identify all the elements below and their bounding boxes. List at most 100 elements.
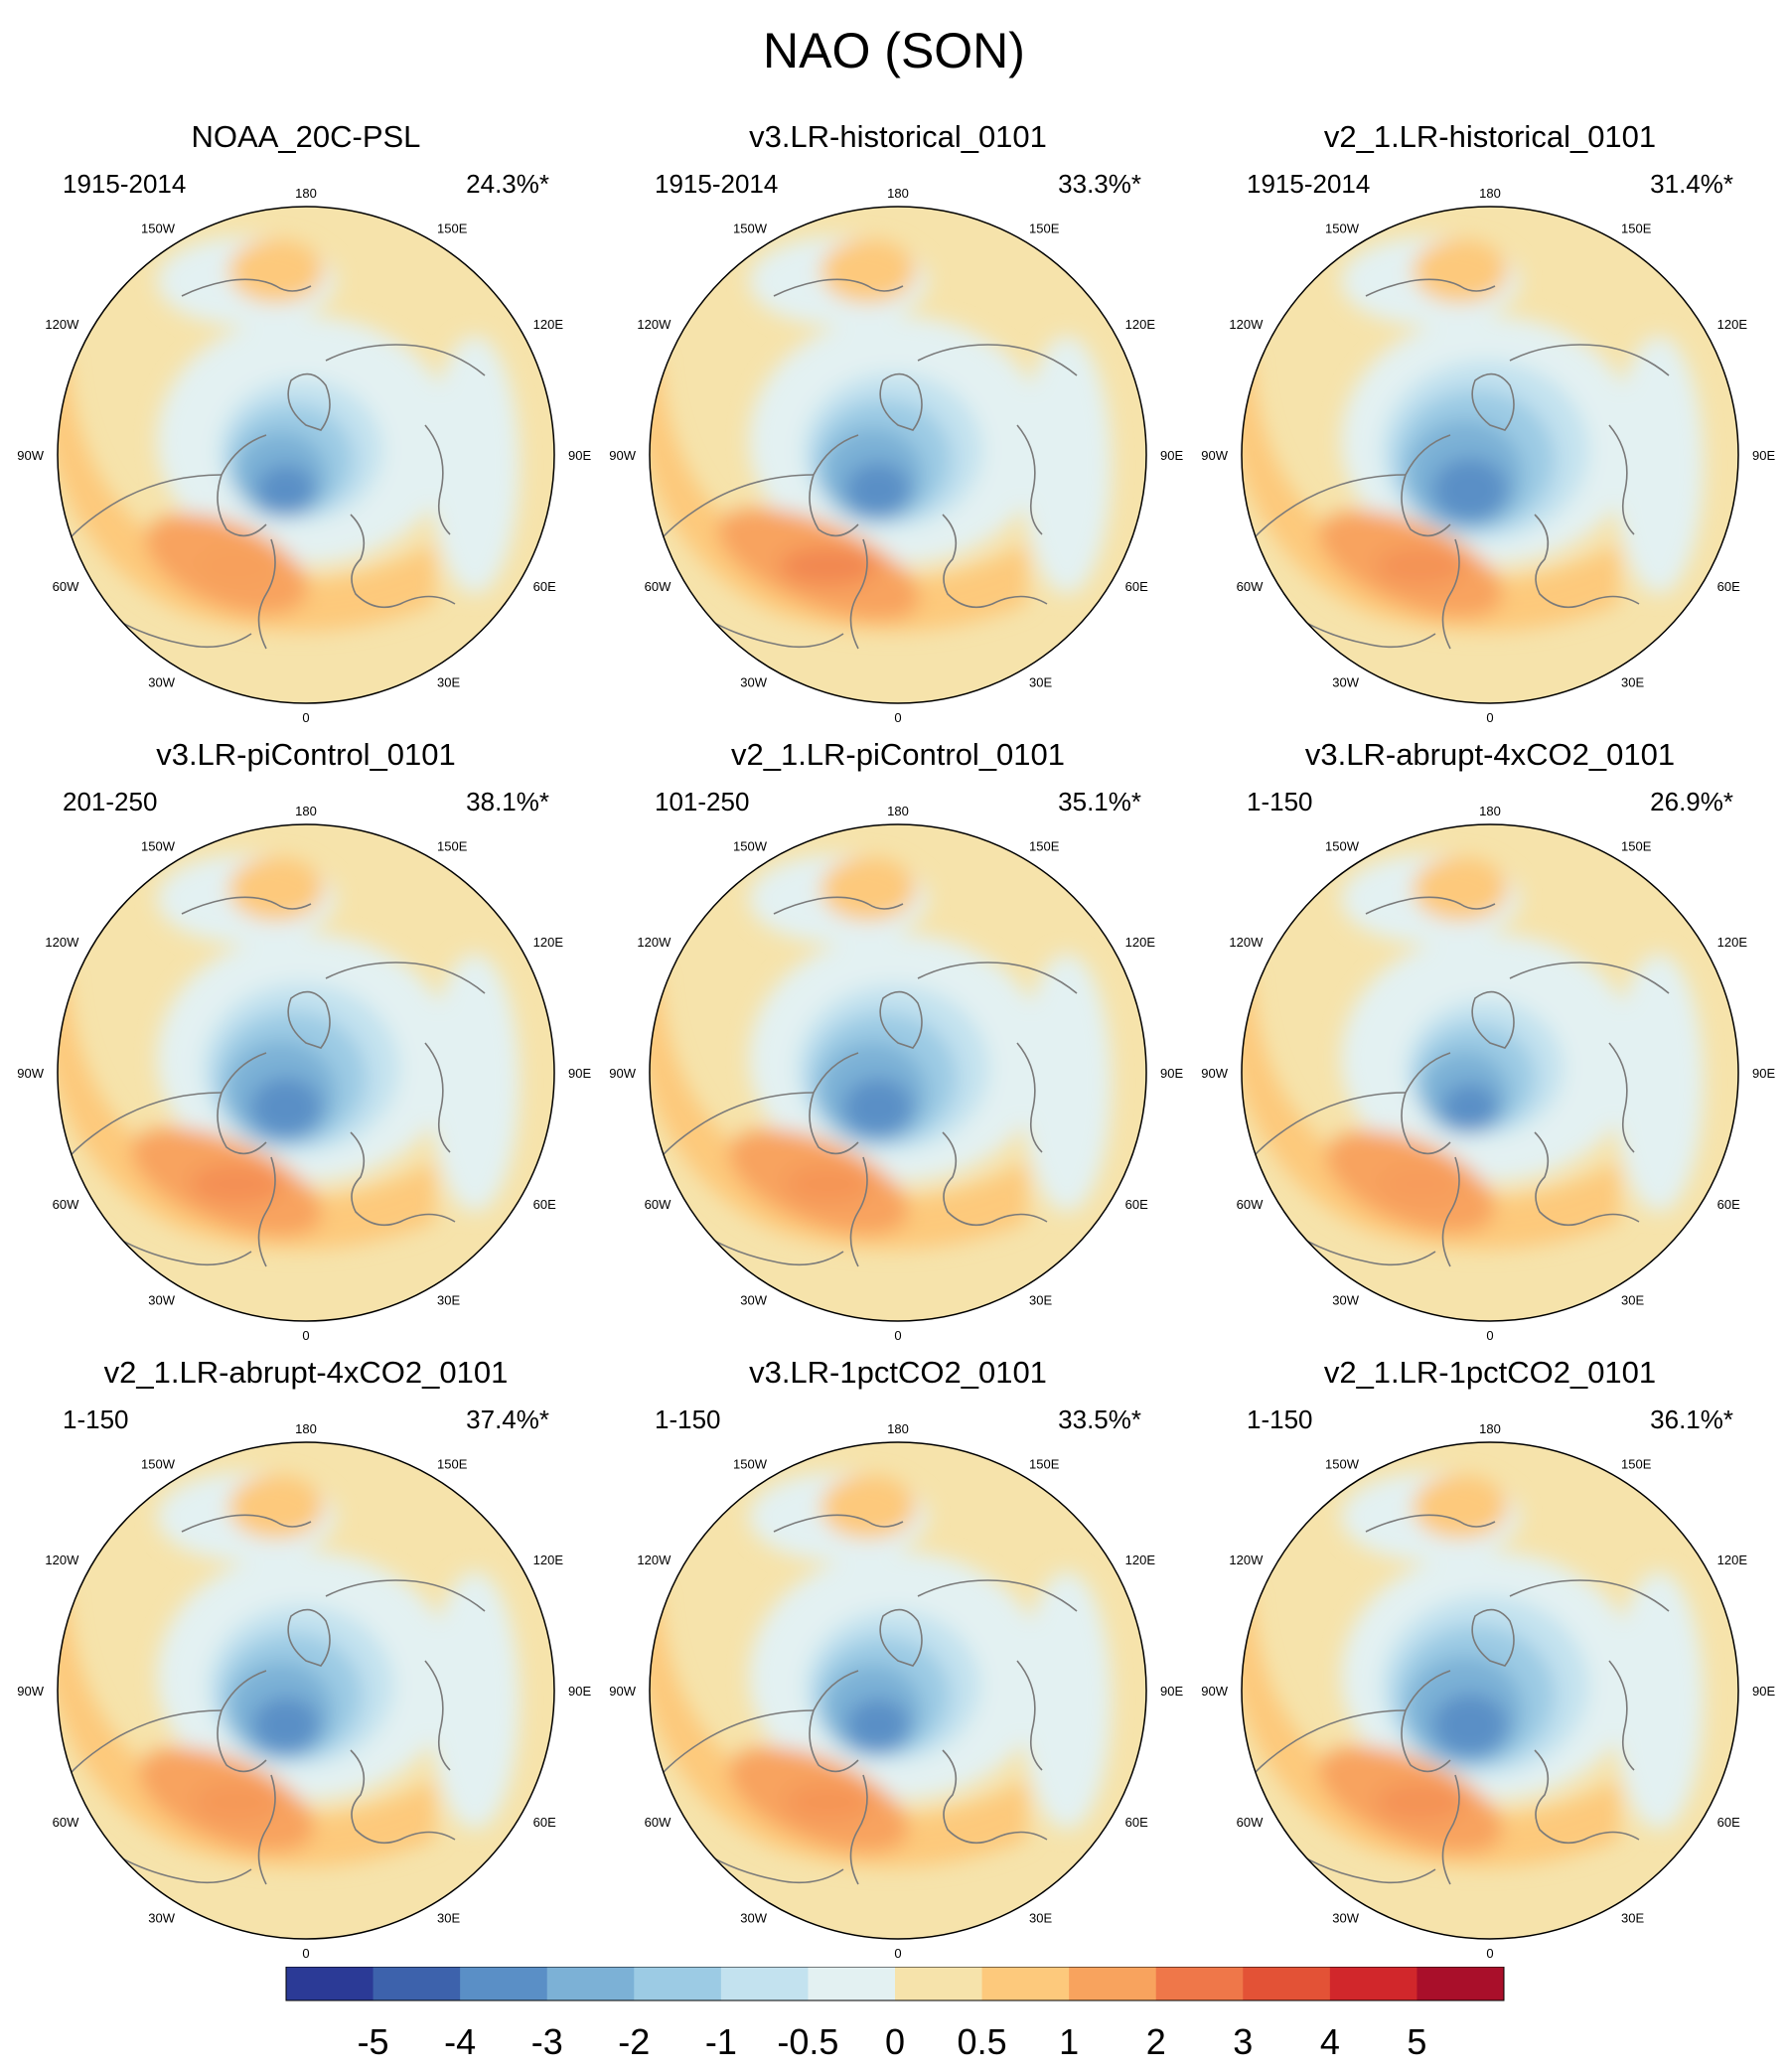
polar-map: 180 150E 120E 90E 60E 30E 0 30W 60W 90W 120W 150W (1201, 805, 1775, 1343)
high-anomaly-pacific (820, 857, 916, 921)
coastline (424, 1660, 451, 1771)
polar-map: 180 150E 120E 90E 60E 30E 0 30W 60W 90W 120W 150W (1201, 187, 1775, 725)
map-boundary (1241, 823, 1739, 1322)
longitude-label: 60W (1237, 579, 1264, 594)
longitude-label: 30E (437, 1911, 460, 1926)
coastline (773, 896, 904, 915)
high-anomaly-pacific (1413, 1475, 1508, 1539)
longitude-label: 90W (17, 448, 44, 463)
coastline (350, 1749, 456, 1845)
longitude-label: 0 (1486, 1946, 1493, 1961)
longitude-label: 150W (733, 838, 768, 853)
longitude-label: 120E (1717, 317, 1748, 332)
panel-variance: 38.1%* (466, 787, 549, 816)
colorbar-swatch (1416, 1967, 1505, 2000)
low-anomaly-asia (1022, 336, 1112, 594)
coastline (1471, 990, 1515, 1049)
longitude-label: 90E (1160, 1684, 1183, 1699)
longitude-label: 30W (740, 1293, 767, 1308)
high-anomaly-pacific (228, 857, 324, 921)
longitude-label: 90E (568, 1066, 591, 1081)
longitude-label: 150E (1621, 221, 1652, 235)
polar-map: 180 150E 120E 90E 60E 30E 0 30W 60W 90W 120W 150W (17, 805, 591, 1343)
colorbar-tick-label: 5 (1407, 2021, 1426, 2062)
coastline (350, 514, 456, 609)
colorbar-swatch (1069, 1967, 1157, 2000)
longitude-label: 60W (645, 1197, 671, 1212)
longitude-label: 0 (1486, 710, 1493, 725)
longitude-label: 120E (1125, 317, 1156, 332)
coastline (181, 896, 312, 915)
coastline (1471, 372, 1515, 431)
longitude-label: 0 (1486, 1328, 1493, 1343)
longitude-label: 120W (1229, 935, 1264, 950)
low-anomaly-asia (1614, 954, 1704, 1212)
high-anomaly-outer (58, 973, 435, 1250)
coastline (1401, 1670, 1451, 1773)
longitude-label: 90W (1201, 448, 1228, 463)
longitude-label: 60W (53, 579, 79, 594)
coastline (181, 1514, 312, 1533)
panel-title: v2_1.LR-piControl_0101 (730, 737, 1066, 772)
coastline (1016, 424, 1043, 535)
low-anomaly-asia (1614, 1571, 1704, 1830)
longitude-label: 60E (533, 1197, 556, 1212)
high-anomaly-pacific (228, 239, 324, 303)
longitude-label: 180 (1479, 805, 1501, 818)
longitude-label: 0 (894, 1328, 901, 1343)
colorbar-tick-label: -3 (531, 2021, 563, 2062)
panel-variance: 31.4%* (1650, 169, 1733, 199)
pressure-field (650, 824, 1146, 1321)
longitude-label: 30E (437, 675, 460, 690)
low-anomaly-core (250, 1077, 322, 1138)
longitude-label: 120E (533, 935, 564, 950)
longitude-label: 150E (437, 221, 468, 235)
coastline (1016, 1042, 1043, 1153)
longitude-label: 180 (887, 1422, 909, 1436)
high-anomaly-pacific (820, 1475, 916, 1539)
longitude-label: 60E (1125, 1197, 1148, 1212)
longitude-label: 90E (568, 1684, 591, 1699)
high-anomaly-pacific (228, 1475, 324, 1539)
coastline (1401, 1052, 1451, 1155)
colorbar-swatch (372, 1967, 461, 2000)
map-panel: v2_1.LR-1pctCO2_0101 1-150 36.1%* 180 150E 12… (1192, 1353, 1788, 1969)
longitude-label: 60W (645, 579, 671, 594)
low-anomaly-core (845, 462, 911, 518)
panel-title: NOAA_20C-PSL (191, 119, 421, 154)
coastline (942, 1131, 1048, 1227)
low-anomaly-asia (430, 954, 520, 1212)
coastline (1534, 1131, 1640, 1227)
coastline (1401, 434, 1451, 537)
low-anomaly-core (1441, 1083, 1499, 1132)
polar-map: 180 150E 120E 90E 60E 30E 0 30W 60W 90W 120W 150W (1201, 1422, 1775, 1961)
coastline (1509, 962, 1670, 994)
pressure-field (1242, 824, 1738, 1321)
coastline (1608, 424, 1635, 535)
longitude-label: 150E (1029, 1456, 1060, 1471)
longitude-label: 60E (1717, 579, 1740, 594)
colorbar-swatch (981, 1967, 1070, 2000)
longitude-label: 150W (1325, 838, 1360, 853)
longitude-label: 150E (1621, 838, 1652, 853)
longitude-label: 60W (53, 1815, 79, 1830)
map-panel: v3.LR-piControl_0101 201-250 38.1%* 180 150E… (8, 735, 604, 1351)
colorbar-swatch (634, 1967, 722, 2000)
low-anomaly-core (846, 1698, 910, 1753)
coastline (1471, 1608, 1515, 1667)
map-boundary (57, 206, 555, 704)
longitude-label: 60W (1237, 1815, 1264, 1830)
map-panel: v3.LR-abrupt-4xCO2_0101 1-150 26.9%* 180 150… (1192, 735, 1788, 1351)
panel-variance: 35.1%* (1058, 787, 1141, 816)
coastline (942, 1749, 1048, 1845)
high-anomaly-pacific (820, 239, 916, 303)
longitude-label: 60W (53, 1197, 79, 1212)
longitude-label: 60E (1717, 1815, 1740, 1830)
longitude-label: 60E (1717, 1197, 1740, 1212)
longitude-label: 30W (148, 1293, 175, 1308)
map-panel: v2_1.LR-abrupt-4xCO2_0101 1-150 37.4%* 180 1… (8, 1353, 604, 1969)
coastline (217, 1670, 267, 1773)
coastline (1365, 896, 1496, 915)
longitude-label: 180 (295, 187, 317, 201)
coastline (424, 1042, 451, 1153)
